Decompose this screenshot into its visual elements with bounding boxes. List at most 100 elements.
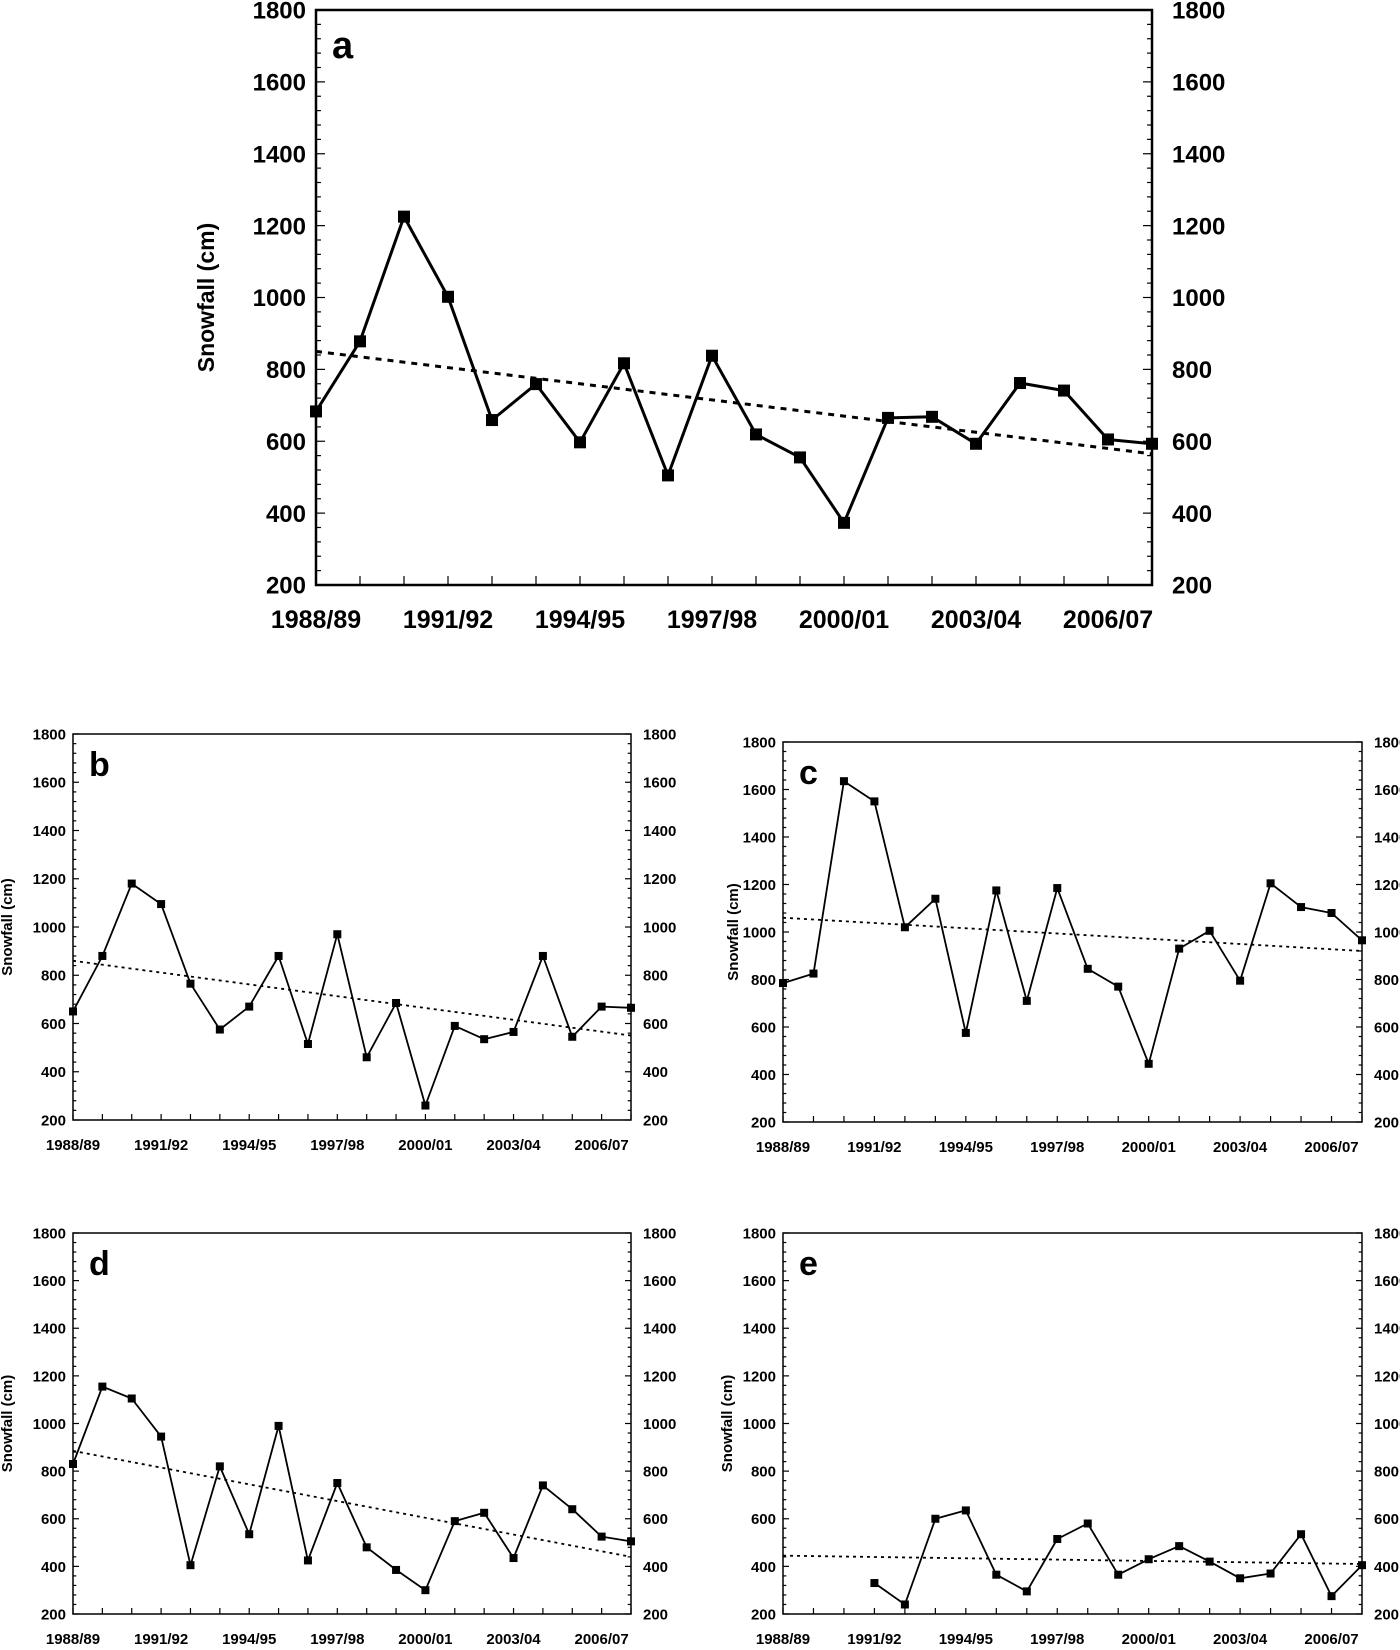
y-tick-label: 200 [41, 1606, 66, 1623]
x-tick-label: 2003/04 [1213, 1631, 1268, 1648]
y-right-tick-label: 1400 [1374, 1321, 1400, 1338]
data-point [98, 951, 107, 960]
data-point [1297, 903, 1306, 912]
data-point [362, 1543, 371, 1552]
y-right-tick-label: 800 [1374, 972, 1399, 989]
data-point [970, 437, 982, 450]
y-axis-label: Snowfall (cm) [719, 1375, 736, 1473]
x-tick-label: 1988/89 [271, 606, 361, 634]
y-axis-label: Snowfall (cm) [0, 1375, 16, 1473]
y-right-tick-label: 1000 [1172, 285, 1225, 312]
y-right-tick-label: 200 [1172, 573, 1212, 600]
data-point [274, 951, 283, 960]
plot-frame [72, 1232, 632, 1615]
data-point [1175, 1542, 1184, 1551]
data-point [750, 428, 762, 441]
y-right-tick-label: 400 [1172, 501, 1212, 528]
data-point [627, 1537, 635, 1546]
y-tick-label: 1400 [743, 1321, 776, 1338]
data-point [333, 930, 342, 939]
panel-label: a [332, 25, 354, 67]
y-tick-label: 1600 [743, 782, 776, 799]
data-point [597, 1532, 606, 1541]
y-right-tick-label: 600 [643, 1016, 668, 1033]
x-tick-label: 2000/01 [1122, 1631, 1176, 1648]
y-tick-label: 1000 [33, 1416, 66, 1433]
data-point [421, 1101, 430, 1110]
trend-line [782, 916, 1363, 952]
x-tick-label: 2003/04 [931, 606, 1021, 634]
series-line [72, 882, 632, 1107]
y-tick-label: 400 [41, 1064, 66, 1081]
y-tick-label: 1000 [743, 1416, 776, 1433]
data-point [310, 405, 322, 418]
data-point [574, 436, 586, 449]
data-point [1022, 1587, 1031, 1596]
x-tick-label: 2000/01 [799, 606, 889, 634]
data-point [392, 998, 401, 1007]
data-point [1102, 433, 1114, 446]
y-tick-label: 1600 [743, 1273, 776, 1290]
data-point [1053, 884, 1062, 893]
y-tick-label: 1800 [253, 0, 306, 25]
data-point [992, 1570, 1001, 1579]
data-point [1144, 1555, 1153, 1564]
panel-b: 200 200 400 400 600 600 800 800 1000 1000 1200 1200… [0, 726, 676, 1154]
y-right-tick-label: 1400 [643, 823, 676, 840]
data-point [1146, 437, 1158, 450]
data-point [900, 1600, 909, 1609]
y-tick-label: 1800 [743, 734, 776, 751]
y-right-tick-label: 1200 [643, 1368, 676, 1385]
data-point [961, 1028, 970, 1037]
data-point [568, 1505, 577, 1514]
data-point [779, 979, 787, 988]
y-tick-label: 1000 [33, 919, 66, 936]
x-tick-label: 1997/98 [1030, 1139, 1084, 1156]
x-tick-label: 2006/07 [1063, 606, 1153, 634]
data-point [618, 357, 630, 370]
data-point [215, 1025, 224, 1034]
data-point [538, 1481, 547, 1490]
data-point [1297, 1530, 1306, 1539]
data-point [1022, 996, 1031, 1005]
panel-label: d [89, 1245, 110, 1283]
y-right-tick-label: 1800 [1374, 1225, 1400, 1242]
data-point [882, 411, 894, 424]
series-line [72, 1385, 632, 1592]
data-point [127, 879, 136, 888]
data-point [931, 894, 940, 903]
y-right-tick-label: 400 [643, 1559, 668, 1576]
x-tick-label: 1991/92 [847, 1631, 901, 1648]
y-axis-label: Snowfall (cm) [0, 878, 16, 976]
x-tick-label: 2006/07 [575, 1631, 629, 1648]
panel-a: 200 200 400 400 600 600 800 800 1000 1000 1200 1200… [193, 0, 1225, 634]
data-point [931, 1514, 940, 1523]
data-point [442, 290, 454, 303]
y-right-tick-label: 1600 [1172, 70, 1225, 97]
y-tick-label: 1000 [253, 285, 306, 312]
x-tick-label: 1988/89 [46, 1631, 100, 1648]
y-tick-label: 1000 [743, 924, 776, 941]
data-point [839, 777, 848, 786]
data-point [398, 210, 410, 223]
y-tick-label: 1200 [33, 1368, 66, 1385]
y-right-tick-label: 200 [1374, 1606, 1399, 1623]
y-right-tick-label: 800 [643, 968, 668, 985]
x-tick-label: 1994/95 [222, 1631, 276, 1648]
y-tick-label: 1200 [253, 213, 306, 240]
y-tick-label: 1600 [33, 775, 66, 792]
y-tick-label: 400 [751, 1559, 776, 1576]
data-point [245, 1002, 254, 1011]
y-right-tick-label: 600 [1374, 1511, 1399, 1528]
x-tick-label: 1997/98 [1030, 1631, 1084, 1648]
y-tick-label: 600 [41, 1511, 66, 1528]
data-point [1327, 1592, 1336, 1601]
x-tick-label: 2000/01 [1122, 1139, 1176, 1156]
x-tick-label: 1994/95 [939, 1631, 993, 1648]
data-point [900, 923, 909, 932]
data-point [450, 1517, 459, 1526]
series-line [314, 215, 1153, 525]
series-line [873, 1509, 1363, 1606]
y-tick-label: 200 [751, 1606, 776, 1623]
x-tick-label: 1988/89 [756, 1139, 810, 1156]
